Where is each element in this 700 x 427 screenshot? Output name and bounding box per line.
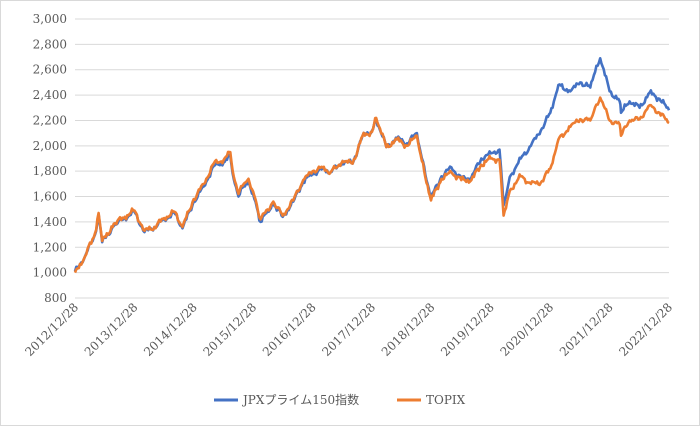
gridlines <box>75 18 669 299</box>
y-tick-label: 1,600 <box>33 190 67 204</box>
x-axis-tick-labels: 2012/12/28 2013/12/28 2014/12/28 2015/12/28… <box>22 300 675 359</box>
x-tick-label: 2020/12/28 <box>498 300 557 359</box>
x-tick-label: 2014/12/28 <box>141 300 200 359</box>
series-line-1 <box>73 96 670 274</box>
series-line-0 <box>73 57 671 272</box>
series-lines <box>73 57 671 274</box>
y-axis-tick-labels: 800 1,000 1,200 1,400 1,600 1,800 2,000 2,200 2,… <box>33 12 67 305</box>
x-tick-label: 2012/12/28 <box>22 300 81 359</box>
x-tick-label: 2017/12/28 <box>319 300 378 359</box>
y-tick-label: 1,200 <box>33 240 67 254</box>
legend: JPXプライム150指数 TOPIX <box>214 392 466 407</box>
y-tick-label: 2,000 <box>33 139 67 153</box>
legend-label-0: JPXプライム150指数 <box>241 392 359 407</box>
legend-label-1: TOPIX <box>426 393 466 407</box>
y-tick-label: 1,400 <box>33 215 67 229</box>
y-tick-label: 1,000 <box>33 266 67 280</box>
x-tick-label: 2019/12/28 <box>438 300 497 359</box>
y-tick-label: 2,200 <box>33 113 67 127</box>
y-tick-label: 2,600 <box>33 63 67 77</box>
y-tick-label: 2,800 <box>33 37 67 51</box>
x-tick-label: 2021/12/28 <box>557 300 616 359</box>
x-tick-label: 2015/12/28 <box>201 300 260 359</box>
x-tick-label: 2016/12/28 <box>260 300 319 359</box>
x-tick-label: 2018/12/28 <box>379 300 438 359</box>
y-tick-label: 2,400 <box>33 88 67 102</box>
y-tick-label: 3,000 <box>33 12 67 26</box>
y-tick-label: 1,800 <box>33 164 67 178</box>
x-tick-label: 2013/12/28 <box>82 300 141 359</box>
y-tick-label: 800 <box>44 291 67 305</box>
x-tick-label: 2022/12/28 <box>616 300 675 359</box>
